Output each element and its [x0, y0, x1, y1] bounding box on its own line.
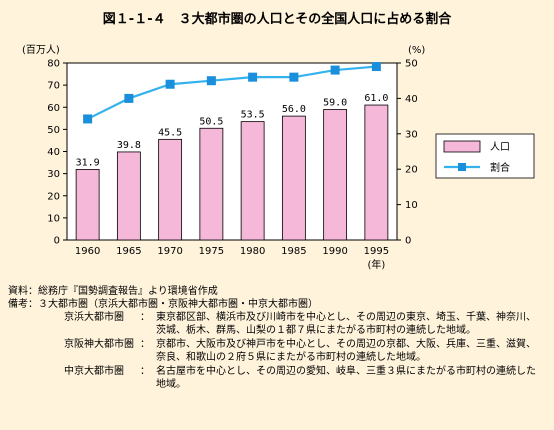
x-tick-label: 1960	[75, 246, 100, 257]
ratio-point	[165, 79, 175, 89]
y-left-tick-label: 70	[47, 81, 60, 92]
definition-colon: ：	[140, 339, 150, 350]
plot-area	[66, 62, 398, 241]
definition-text: 京都市、大阪市及び神戸市を中心とし、その周辺の京都、大阪、兵庫、三重、滋賀、奈良…	[156, 339, 536, 363]
y-left-tick-label: 40	[47, 147, 60, 158]
y-left-tick-label: 50	[47, 125, 60, 136]
bar	[75, 169, 100, 241]
y-left-tick-label: 20	[47, 191, 60, 202]
bar-value-label: 53.5	[241, 110, 265, 121]
legend-label-bar: 人口	[490, 141, 510, 153]
legend-label-line: 割合	[490, 161, 510, 174]
y-right-tick-label: 20	[405, 165, 418, 176]
bar-value-label: 59.0	[323, 97, 347, 108]
ratio-point	[330, 65, 340, 75]
bar	[199, 127, 224, 241]
definition-term: 中京大都市圏	[64, 366, 124, 377]
definition-text: 東京都区部、横浜市及び川崎市を中心とし、その周辺の東京、埼玉、千葉、神奈川、茨城…	[156, 312, 536, 336]
y-left-tick-label: 0	[54, 236, 60, 247]
ratio-point	[124, 93, 134, 103]
ratio-point	[248, 72, 258, 82]
ratio-point	[83, 114, 93, 124]
bar-value-label: 50.5	[199, 116, 223, 127]
y-right-tick-label: 30	[405, 129, 418, 140]
x-unit: (年)	[367, 258, 385, 271]
y-right-tick-label: 40	[405, 94, 418, 105]
y-right-tick-label: 0	[405, 236, 411, 247]
definition-colon: ：	[140, 366, 150, 377]
ratio-point	[206, 76, 216, 86]
definition-term: 京阪神大都市圏	[64, 339, 134, 350]
bar-value-label: 31.9	[76, 157, 100, 168]
definition-row: 京浜大都市圏 ： 東京都区部、横浜市及び川崎市を中心とし、その周辺の東京、埼玉、…	[8, 311, 548, 337]
definition-text: 名古屋市を中心とし、その周辺の愛知、岐阜、三重３県にまたがる市町村の連続した地域…	[156, 366, 536, 390]
x-tick-label: 1995	[364, 246, 389, 257]
y-left-unit: (百万人)	[22, 44, 60, 56]
notes-section: 資料：総務庁『国勢調査報告』より環境省作成 備考：３大都市圏（京浜大都市圏・京阪…	[8, 285, 548, 391]
y-right-tick-label: 10	[405, 200, 418, 211]
bar	[281, 115, 306, 241]
x-tick-label: 1965	[116, 246, 141, 257]
definition-term: 京浜大都市圏	[64, 312, 124, 323]
x-tick-label: 1990	[322, 246, 347, 257]
definition-row: 中京大都市圏 ： 名古屋市を中心とし、その周辺の愛知、岐阜、三重３県にまたがる市…	[8, 365, 548, 391]
y-left-tick-label: 30	[47, 169, 60, 180]
source-note: 資料：総務庁『国勢調査報告』より環境省作成	[8, 286, 218, 297]
remarks-note: 備考：３大都市圏（京浜大都市圏・京阪神大都市圏・中京大都市圏）	[8, 299, 318, 310]
legend-swatch-bar	[443, 140, 481, 153]
figure-title: 図１-１-４ ３大都市圏の人口とその全国人口に占める割合	[102, 12, 452, 27]
ratio-point	[289, 72, 299, 82]
definition-row: 京阪神大都市圏 ： 京都市、大阪市及び神戸市を中心とし、その周辺の京都、大阪、兵…	[8, 338, 548, 364]
y-right-tick-label: 50	[405, 59, 418, 70]
y-right-unit: (%)	[408, 45, 425, 56]
bar	[116, 151, 141, 241]
bar	[240, 121, 265, 241]
bar-value-label: 45.5	[158, 127, 182, 138]
y-left-tick-label: 80	[47, 59, 60, 70]
bar-value-label: 56.0	[282, 104, 306, 115]
bar	[323, 109, 348, 241]
bar-value-label: 61.0	[364, 93, 388, 104]
x-tick-label: 1985	[281, 246, 306, 257]
x-tick-label: 1970	[157, 246, 182, 257]
y-left-tick-label: 10	[47, 213, 60, 224]
x-tick-label: 1975	[199, 246, 224, 257]
bar	[158, 138, 183, 241]
ratio-point	[371, 62, 381, 72]
ratio-line	[87, 65, 377, 120]
definition-colon: ：	[140, 312, 150, 323]
y-left-tick-label: 60	[47, 103, 60, 114]
legend-marker	[458, 163, 466, 171]
bar-value-label: 39.8	[117, 140, 141, 151]
x-tick-label: 1980	[240, 246, 265, 257]
combo-chart: 0 10 20 30 40 50 60 70 80 (百万人) 0 10 20 30 40 50 (%) 31.9…	[22, 44, 535, 271]
bar	[364, 104, 389, 241]
